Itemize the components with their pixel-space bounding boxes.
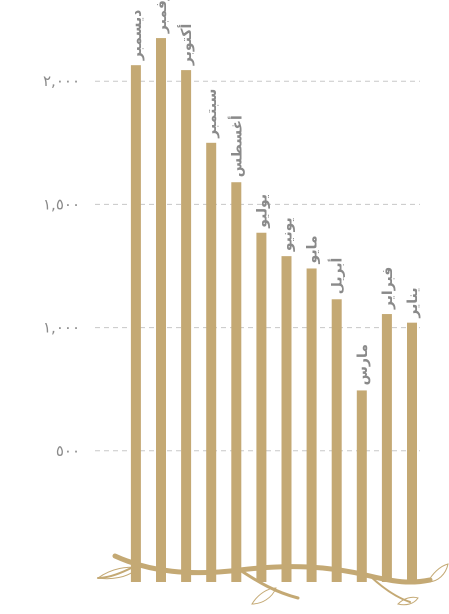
y-tick-label: ١,٠٠٠ — [43, 319, 80, 337]
bar — [381, 314, 392, 582]
bar — [281, 256, 292, 582]
bar-category-label: يوليو — [254, 194, 270, 229]
bar — [256, 232, 267, 582]
bar — [231, 182, 242, 582]
bar-category-label: أبريل — [328, 258, 346, 295]
bar-category-label: مايو — [305, 235, 321, 264]
y-tick-label: ٥٠٠ — [56, 442, 80, 460]
bar — [156, 38, 166, 582]
y-tick-label: ١,٥٠٠ — [43, 195, 80, 213]
bar-category-label: نوفمبر — [154, 0, 170, 34]
bar-category-label: يونيو — [280, 217, 296, 252]
bar — [206, 142, 217, 583]
bar-category-label: ديسمبر — [129, 10, 145, 62]
bar-category-label: مارس — [355, 344, 371, 385]
bar — [331, 299, 342, 582]
bar — [356, 390, 367, 582]
bar-category-label: أغسطس — [227, 115, 245, 177]
bar — [181, 70, 192, 582]
y-axis-tick-labels: ٥٠٠ ١,٠٠٠ ١,٥٠٠ ٢,٠٠٠ — [43, 72, 80, 460]
bar-labels: يناير فبراير مارس أبريل مايو يونيو يوليو أغسطس س… — [129, 0, 421, 385]
y-tick-label: ٢,٠٠٠ — [43, 72, 80, 90]
bar-category-label: أكتوبر — [177, 24, 195, 66]
branch-decoration — [96, 553, 449, 606]
bar — [130, 65, 141, 582]
bar-category-label: سبتمبر — [204, 89, 220, 139]
bars — [130, 38, 417, 583]
bar-category-label: يناير — [405, 287, 421, 318]
bar — [407, 322, 417, 582]
bar — [306, 268, 317, 582]
bar-category-label: فبراير — [380, 267, 396, 310]
